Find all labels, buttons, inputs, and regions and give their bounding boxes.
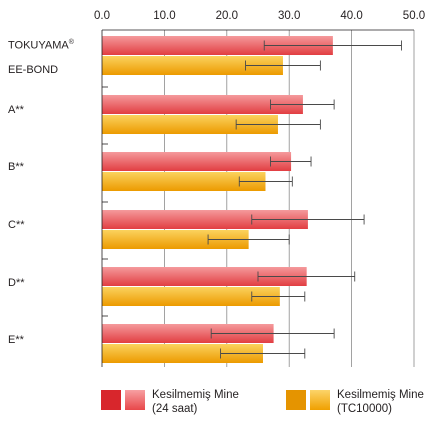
bars (102, 36, 333, 363)
legend-label-line1: Kesilmemiş Mine (337, 389, 424, 401)
category-label: E** (8, 334, 24, 346)
legend-label: Kesilmemiş Mine (24 saat) (152, 388, 239, 416)
legend-label-line2: (TC10000) (337, 403, 392, 415)
legend-label-line2: (24 saat) (152, 403, 198, 415)
bar (102, 287, 280, 306)
grid-lines (163, 30, 415, 367)
bar (102, 115, 278, 134)
bar (102, 36, 333, 55)
bar (102, 210, 308, 229)
x-tick-label: 20.0 (216, 10, 238, 22)
bar (102, 95, 303, 114)
x-tick-label: 30.0 (278, 10, 300, 22)
bar (102, 230, 249, 249)
x-tick-labels: 0.0 10.0 20.0 30.0 40.0 50.0 (94, 10, 425, 22)
legend-swatch-dark (286, 390, 306, 410)
category-label-line: TOKUYAMA (8, 39, 69, 52)
category-label: A** (8, 104, 24, 116)
legend-swatch-dark (101, 390, 121, 410)
x-tick-label: 0.0 (94, 10, 110, 22)
category-label: D** (8, 277, 25, 289)
category-label: TOKUYAMA® EE-BOND (8, 31, 74, 82)
legend-label-line1: Kesilmemiş Mine (152, 389, 239, 401)
x-tick-label: 50.0 (403, 10, 425, 22)
legend-item-24-saat: Kesilmemiş Mine (24 saat) (101, 387, 271, 423)
legend-swatch-light (310, 390, 330, 410)
category-label: C** (8, 219, 25, 231)
bar (102, 324, 274, 343)
axes (101, 29, 414, 367)
legend-swatch-light (125, 390, 145, 410)
category-label-line: EE-BOND (8, 63, 59, 76)
bar (102, 172, 266, 191)
bar (102, 344, 263, 363)
x-tick-label: 10.0 (153, 10, 175, 22)
bar (102, 267, 307, 286)
bar (102, 152, 292, 171)
bar (102, 56, 283, 75)
x-tick-label: 40.0 (340, 10, 362, 22)
legend-item-tc10000: Kesilmemiş Mine (TC10000) (286, 387, 442, 423)
legend-label: Kesilmemiş Mine (TC10000) (337, 388, 424, 416)
registered-mark: ® (68, 39, 74, 46)
category-label: B** (8, 161, 24, 173)
error-bars (207, 40, 402, 359)
